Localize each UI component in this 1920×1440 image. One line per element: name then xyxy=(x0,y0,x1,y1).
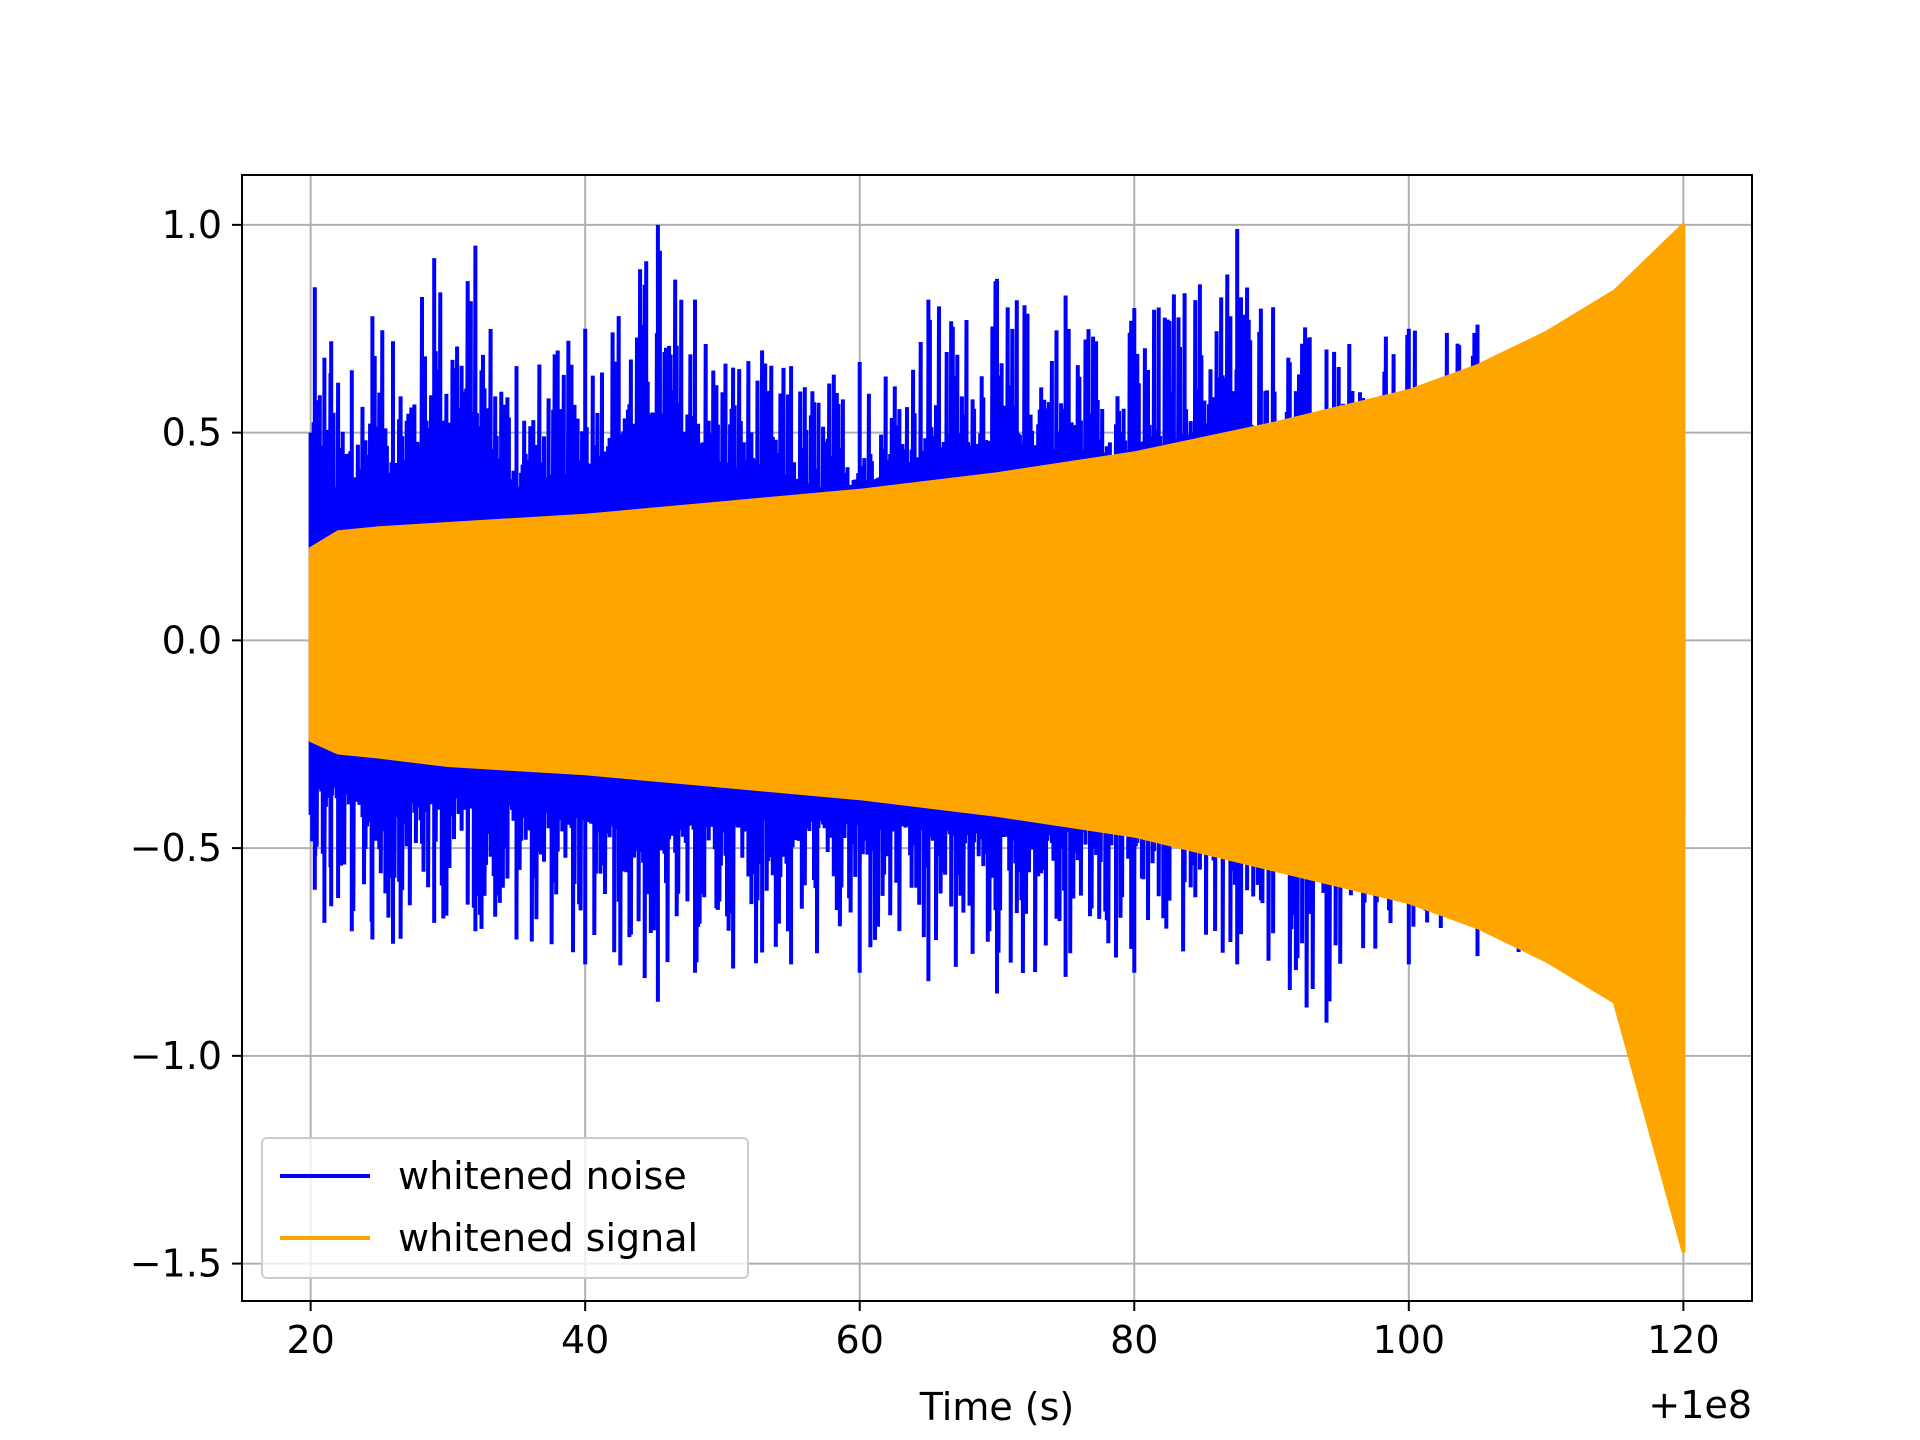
x-axis-label: Time (s) xyxy=(919,1385,1075,1429)
y-tick-label: −0.5 xyxy=(130,826,222,870)
x-tick-label: 40 xyxy=(561,1318,609,1362)
plot-frame xyxy=(241,174,1753,1302)
legend-label-whitened-noise: whitened noise xyxy=(398,1154,687,1198)
plot-series xyxy=(308,222,1686,1254)
legend-box xyxy=(261,1137,749,1279)
series-whitened-signal xyxy=(308,222,1686,1254)
axis-ticks: 20 40 60 80 100 120 1.0 0.5 0.0 −0.5 −1.0 −1.5 xyxy=(130,203,1720,1362)
x-axis-offset-label: +1e8 xyxy=(1648,1383,1752,1427)
y-tick-label: 1.0 xyxy=(162,203,222,247)
x-tick-label: 100 xyxy=(1373,1318,1446,1362)
y-tick-label: −1.5 xyxy=(130,1242,222,1286)
x-tick-label: 80 xyxy=(1110,1318,1158,1362)
legend-label-whitened-signal: whitened signal xyxy=(398,1216,698,1260)
y-tick-label: −1.0 xyxy=(130,1034,222,1078)
legend: whitened noise whitened signal xyxy=(261,1137,749,1279)
x-tick-label: 20 xyxy=(286,1318,334,1362)
y-tick-label: 0.5 xyxy=(162,411,222,455)
x-tick-label: 120 xyxy=(1647,1318,1720,1362)
y-tick-label: 0.0 xyxy=(162,618,222,662)
x-tick-label: 60 xyxy=(836,1318,884,1362)
